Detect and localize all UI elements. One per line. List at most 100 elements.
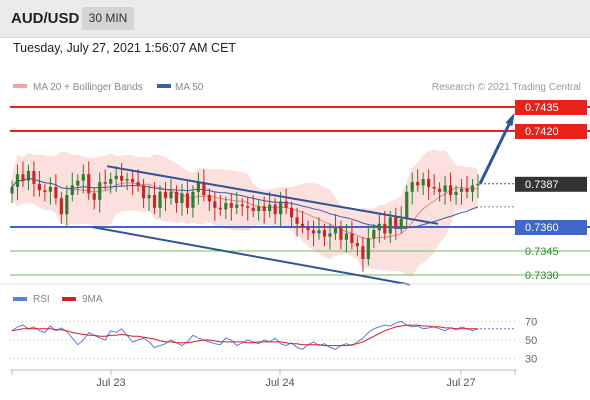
candle-body [191, 191, 195, 208]
candle-body [98, 182, 102, 200]
candle-body [26, 171, 31, 181]
price-panel: 0.7435 0.7420 0.7360 0.7345 0.7330 0.7387 [10, 100, 590, 286]
candle-body [459, 188, 464, 192]
candle-body [317, 230, 321, 234]
candle-body [350, 233, 354, 243]
candle-body [65, 195, 69, 215]
candle-body [438, 188, 442, 192]
candle-body [185, 193, 190, 208]
candle-body [114, 175, 118, 179]
candle-body [43, 190, 47, 192]
candle-body [32, 171, 36, 184]
candle-body [344, 233, 349, 240]
header-bar: AUD/USD 30 MIN [0, 0, 590, 38]
x-tick-label-2: Jul 27 [446, 377, 475, 389]
candle-body [54, 187, 58, 199]
candle-body [174, 191, 179, 203]
candle-body [355, 243, 359, 247]
candle-body [81, 174, 85, 181]
candle-body [202, 182, 206, 195]
level-label-0.7360: 0.7360 [525, 222, 559, 234]
rsi-legend-swatch [13, 297, 27, 301]
candle-body [377, 223, 381, 231]
candle-body [432, 187, 436, 189]
candle-body [394, 217, 398, 227]
candle-body [37, 183, 42, 191]
projection-arrow-line [478, 117, 514, 185]
candle-body [131, 179, 135, 183]
candle-body [262, 206, 266, 211]
rsi-tick-50: 50 [525, 335, 537, 347]
level-label-0.7420: 0.7420 [525, 126, 559, 138]
candle-body [147, 195, 151, 199]
candle-body [279, 201, 283, 215]
candle-body [163, 191, 168, 199]
projection-arrow-head [505, 112, 515, 127]
candle-body [284, 201, 288, 208]
candle-body [399, 219, 403, 227]
candle-body [322, 230, 327, 237]
x-axis: Jul 23 Jul 24 Jul 27 [11, 370, 516, 389]
datetime-label: Tuesday, July 27, 2021 1:56:07 AM CET [13, 41, 237, 55]
candle-body [246, 206, 250, 208]
candle-body [180, 193, 184, 203]
candle-body [366, 238, 370, 259]
x-tick-label-0: Jul 23 [96, 377, 125, 389]
candle-body [87, 174, 91, 194]
candle-body [339, 227, 343, 240]
timeframe-button[interactable]: 30 MIN [82, 7, 134, 30]
symbol-title: AUD/USD [11, 10, 80, 27]
candle-body [10, 187, 14, 194]
rsi-panel: 70 50 30 [10, 316, 537, 366]
candle-body [76, 180, 80, 186]
rsi-tick-70: 70 [525, 316, 537, 328]
candle-body [152, 195, 157, 208]
candle-body [229, 203, 233, 208]
candle-body [196, 182, 200, 192]
level-label-0.7345: 0.7345 [525, 246, 559, 258]
candle-body [454, 191, 458, 195]
candle-body [361, 246, 365, 259]
candle-body [240, 204, 244, 207]
last-price-label: 0.7387 [525, 179, 559, 191]
candle-body [333, 227, 338, 234]
candle-body [103, 182, 107, 184]
candle-body [125, 179, 129, 181]
level-tag-0.7420 [515, 124, 587, 139]
candle-body [268, 204, 272, 211]
candle-body [48, 187, 52, 192]
candle-body [416, 182, 420, 186]
candle-body [70, 185, 74, 195]
rsi-ma9-line [11, 324, 478, 347]
candle-body [443, 185, 447, 192]
channel-line-lower [91, 226, 411, 286]
candle-body [59, 198, 63, 215]
candle-body [257, 206, 261, 211]
candle-body [235, 204, 239, 208]
candle-body [136, 182, 140, 186]
candle-body [218, 207, 222, 210]
candle-body [109, 179, 113, 184]
candle-body [427, 179, 431, 187]
ma50-legend-label: MA 50 [175, 82, 204, 93]
candle-body [207, 195, 211, 202]
copyright-label: Research © 2021 Trading Central [432, 82, 581, 93]
ma50-legend-swatch [157, 84, 171, 88]
ma20-legend-swatch [13, 84, 27, 88]
candle-body [388, 217, 392, 234]
candle-body [306, 227, 310, 231]
candle-body [476, 183, 480, 186]
candle-body [224, 203, 228, 210]
last-price-tag [515, 176, 587, 192]
candle-body [158, 191, 162, 208]
candle-body [383, 223, 387, 234]
candle-body [21, 174, 25, 181]
candle-body [290, 207, 294, 218]
candle-body [273, 204, 277, 215]
candle-body [251, 207, 255, 211]
ma9-legend-swatch [62, 297, 76, 301]
ma9-legend-label: 9MA [82, 294, 103, 305]
candle-body [295, 217, 299, 224]
candle-body [141, 185, 146, 199]
